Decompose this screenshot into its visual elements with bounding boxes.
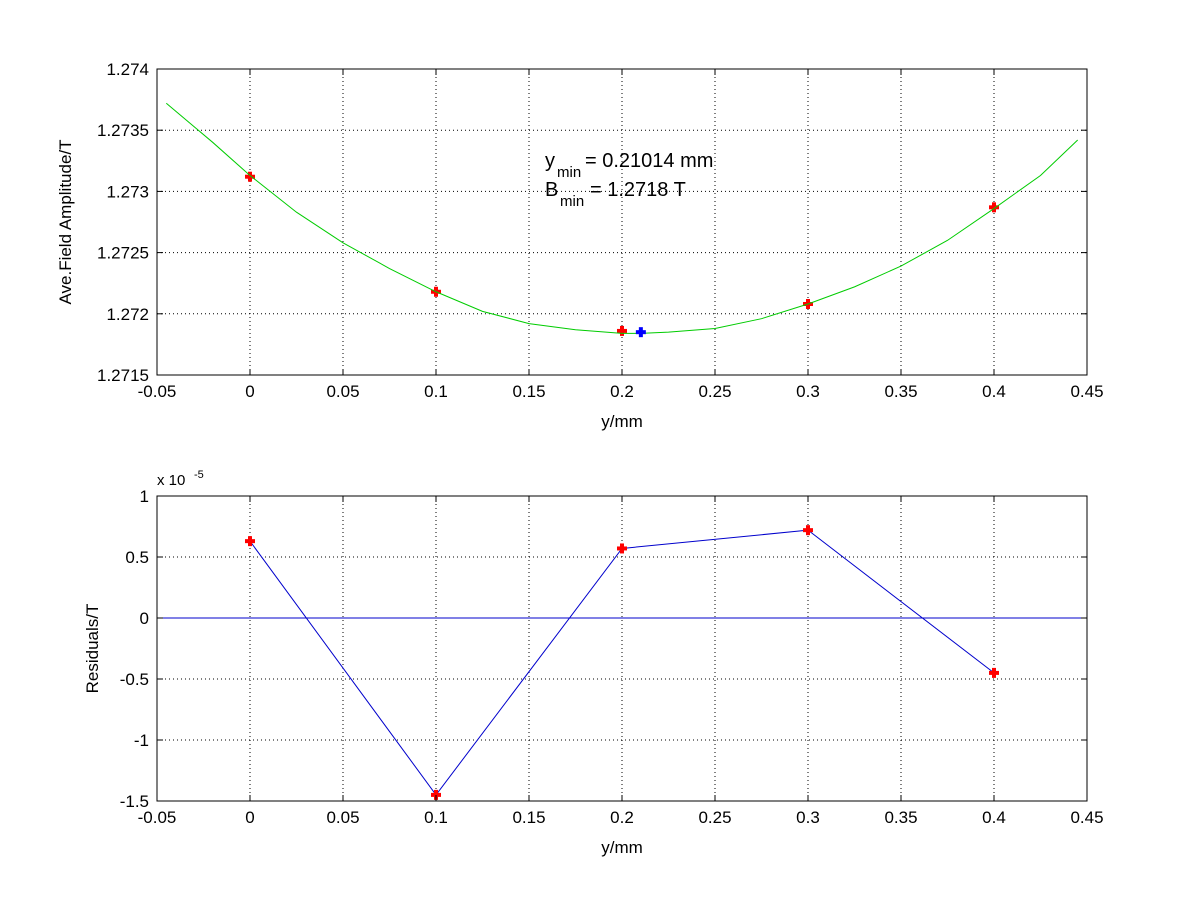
y-axis-label: Residuals/T [83, 604, 102, 694]
grid [157, 69, 1087, 375]
annotation-bmin-symbol: B [545, 179, 558, 201]
residual-point [989, 667, 999, 678]
x-tick-label: 0.45 [1070, 808, 1103, 827]
x-axis-label: y/mm [601, 412, 643, 431]
x-tick-label: -0.05 [138, 808, 177, 827]
x-tick-label: 0.35 [884, 808, 917, 827]
annotation-ymin-value: = 0.21014 mm [585, 150, 713, 172]
data-point [617, 325, 627, 336]
annotation-bmin-value: = 1.2718 T [590, 179, 686, 201]
x-tick-label: 0.35 [884, 382, 917, 401]
y-tick-label: 1.273 [106, 182, 149, 201]
x-tick-label: 0.25 [698, 382, 731, 401]
y-ticks: -1.5 -1 -0.5 0 0.5 1 [120, 487, 1087, 811]
x-tick-label: 0.2 [610, 808, 634, 827]
y-tick-label: 1.2725 [97, 244, 149, 263]
annotation-ymin-symbol: y [545, 150, 555, 172]
x-ticks: -0.05 0 0.05 0.1 0.15 0.2 0.25 0.3 0.35 0.4 0.45 [138, 496, 1104, 827]
scale-factor: x 10 -5 [157, 469, 204, 489]
minimum-point [635, 327, 646, 338]
annotation-bmin-subscript: min [560, 193, 584, 210]
x-tick-label: 0.2 [610, 382, 634, 401]
y-tick-label: 0.5 [125, 548, 149, 567]
annotation-ymin-subscript: min [557, 164, 581, 181]
y-axis-label: Ave.Field Amplitude/T [56, 139, 75, 304]
x-tick-label: 0.1 [424, 808, 448, 827]
field-amplitude-plot: -0.05 0 0.05 0.1 0.15 0.2 0.25 0.3 0.35 0.4 0.451.… [56, 60, 1104, 431]
x-tick-label: 0.25 [698, 808, 731, 827]
x-tick-label: 0.05 [326, 808, 359, 827]
residuals-plot: -0.05 0 0.05 0.1 0.15 0.2 0.25 0.3 0.35 0.4 0.45-1… [83, 469, 1104, 857]
x-tick-label: 0 [245, 382, 254, 401]
x-tick-label: 0.15 [512, 808, 545, 827]
x-ticks: -0.05 0 0.05 0.1 0.15 0.2 0.25 0.3 0.35 0.4 0.45 [138, 69, 1104, 401]
y-tick-label: 1.2715 [97, 366, 149, 385]
y-tick-label: 1.274 [106, 60, 149, 79]
scale-exponent: -5 [194, 469, 204, 481]
x-tick-label: -0.05 [138, 382, 177, 401]
x-tick-label: 0.45 [1070, 382, 1103, 401]
data-point [245, 171, 255, 182]
x-tick-label: 0.15 [512, 382, 545, 401]
residual-point [803, 525, 813, 536]
y-tick-label: 1.2735 [97, 121, 149, 140]
x-axis-label: y/mm [601, 838, 643, 857]
y-tick-label: 0 [140, 609, 149, 628]
y-tick-label: -1.5 [120, 792, 149, 811]
scale-base: x 10 [157, 472, 185, 489]
y-tick-label: 1.272 [106, 305, 149, 324]
fit-curve [165, 102, 1079, 334]
residual-point [245, 536, 255, 547]
y-tick-label: 1 [140, 487, 149, 506]
x-tick-label: 0.1 [424, 382, 448, 401]
x-tick-label: 0.3 [796, 808, 820, 827]
x-tick-label: 0.4 [982, 382, 1006, 401]
data-point [989, 202, 999, 213]
residual-point [617, 543, 627, 554]
y-ticks: 1.2715 1.272 1.2725 1.273 1.2735 1.274 [97, 60, 1087, 385]
x-tick-label: 0.3 [796, 382, 820, 401]
y-tick-label: -1 [134, 731, 149, 750]
x-tick-label: 0.05 [326, 382, 359, 401]
x-tick-label: 0 [245, 808, 254, 827]
x-tick-label: 0.4 [982, 808, 1006, 827]
y-tick-label: -0.5 [120, 670, 149, 689]
